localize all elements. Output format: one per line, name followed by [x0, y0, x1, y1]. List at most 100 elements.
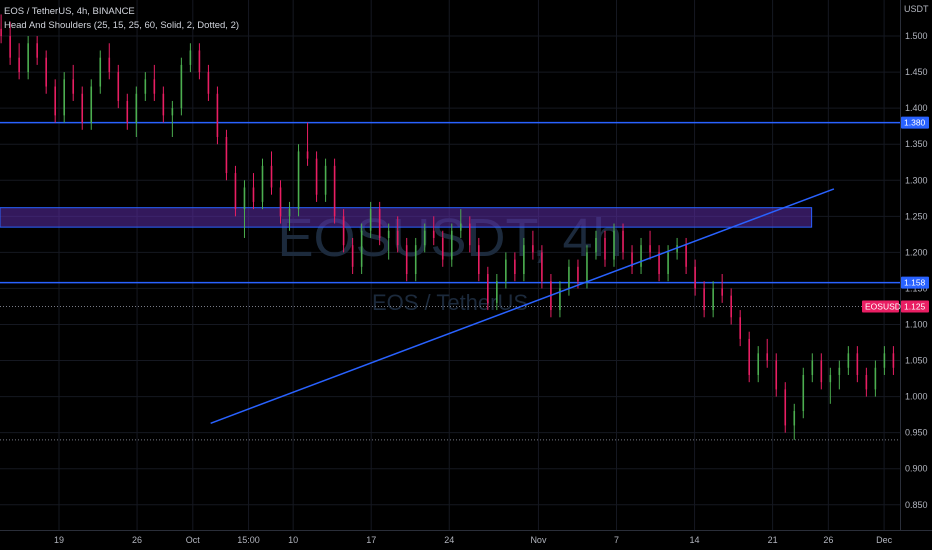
candle-body — [883, 353, 886, 368]
x-tick-label: 17 — [366, 535, 376, 545]
candle-body — [342, 216, 345, 246]
y-tick-label: 0.950 — [905, 428, 928, 438]
candle-body — [126, 100, 129, 123]
candle-body — [288, 209, 291, 217]
candle-body — [378, 209, 381, 238]
candle-body — [180, 64, 183, 109]
candle-body — [892, 353, 895, 368]
candle-body — [478, 245, 480, 275]
candle-body — [748, 338, 751, 375]
candle-body — [198, 50, 201, 73]
candle-body — [270, 165, 273, 188]
symbol-legend[interactable]: EOS / TetherUS, 4h, BINANCE — [4, 6, 135, 17]
candle-body — [730, 295, 732, 318]
x-tick-label: 15:00 — [237, 535, 260, 545]
candle-body — [0, 28, 2, 37]
candle-body — [171, 108, 174, 116]
candle-body — [261, 165, 264, 202]
candle-body — [189, 50, 192, 65]
candle-body — [63, 79, 66, 116]
candle-body — [514, 259, 516, 275]
x-tick-label: Nov — [530, 535, 547, 545]
indicator-legend[interactable]: Head And Shoulders (25, 15, 25, 60, Soli… — [4, 20, 240, 31]
y-tick-label: 0.900 — [905, 464, 928, 474]
x-tick-label: 14 — [690, 535, 700, 545]
y-tick-label: 1.450 — [905, 67, 928, 77]
x-tick-label: 7 — [614, 535, 619, 545]
y-tick-label: 1.100 — [905, 319, 928, 329]
candle-body — [847, 353, 850, 368]
candle-body — [27, 43, 29, 73]
candle-body — [459, 223, 462, 231]
candle-body — [297, 151, 300, 210]
candles — [0, 14, 895, 440]
candle-body — [306, 151, 309, 159]
candle-body — [108, 57, 111, 73]
candle-body — [595, 237, 597, 253]
candle-body — [505, 259, 507, 282]
candle-body — [856, 353, 859, 375]
candle-body — [775, 360, 778, 390]
candle-body — [820, 360, 823, 383]
candle-body — [441, 237, 444, 260]
candle-body — [423, 230, 426, 246]
candle-body — [559, 288, 561, 311]
candle-body — [243, 187, 246, 210]
candle-body — [432, 230, 435, 238]
symbol-tag — [862, 300, 899, 313]
candle-body — [802, 374, 805, 412]
candle-body — [54, 86, 56, 116]
candle-body — [586, 252, 588, 282]
candle-body — [18, 57, 20, 73]
candle-body — [658, 252, 660, 275]
level-price-tag — [901, 276, 929, 289]
candle-body — [414, 245, 417, 275]
candle-body — [649, 245, 651, 253]
x-tick-label: 26 — [132, 535, 142, 545]
level-price-tag-text: 1.380 — [904, 118, 926, 128]
x-tick-label: 19 — [54, 535, 64, 545]
candle-body — [315, 158, 318, 195]
level-price-tag — [901, 116, 929, 129]
candle-body — [405, 245, 408, 275]
candle-body — [468, 223, 471, 246]
candle-body — [360, 230, 363, 267]
candle-body — [757, 353, 760, 375]
candle-body — [568, 266, 570, 289]
candle-body — [676, 245, 678, 253]
x-tick-label: 26 — [823, 535, 833, 545]
candle-body — [216, 93, 219, 138]
y-tick-label: 1.300 — [905, 175, 928, 185]
y-tick-label: 1.250 — [905, 211, 928, 221]
x-tick-label: 10 — [288, 535, 298, 545]
ascending-trendline[interactable] — [210, 188, 835, 424]
candle-body — [162, 93, 165, 116]
candle-body — [631, 252, 633, 267]
candle-body — [45, 57, 47, 87]
candle-body — [9, 36, 11, 58]
candle-body — [153, 79, 156, 94]
candle-body — [207, 72, 210, 94]
candle-body — [784, 389, 787, 426]
candle-body — [387, 230, 390, 238]
symbol-tag-text: EOSUSDT — [865, 301, 906, 311]
candle-body — [874, 367, 877, 390]
candle-body — [144, 79, 147, 94]
candle-body — [369, 209, 372, 231]
candle-body — [117, 72, 120, 101]
candle-body — [811, 360, 814, 375]
candle-body — [793, 411, 796, 426]
y-tick-label: 1.350 — [905, 139, 928, 149]
candle-body — [487, 274, 489, 303]
candle-body — [81, 93, 84, 123]
x-axis[interactable]: 19 26 Oct 15:00 10 17 24 Nov 7 14 21 26 Dec — [54, 535, 893, 545]
y-tick-label: 1.000 — [905, 392, 928, 402]
candle-body — [694, 266, 696, 289]
y-tick-label: 1.400 — [905, 103, 928, 113]
level-price-tag-text: 1.158 — [904, 278, 926, 288]
candle-body — [604, 237, 606, 260]
candle-body — [685, 245, 687, 267]
resistance-zone[interactable] — [0, 207, 813, 228]
